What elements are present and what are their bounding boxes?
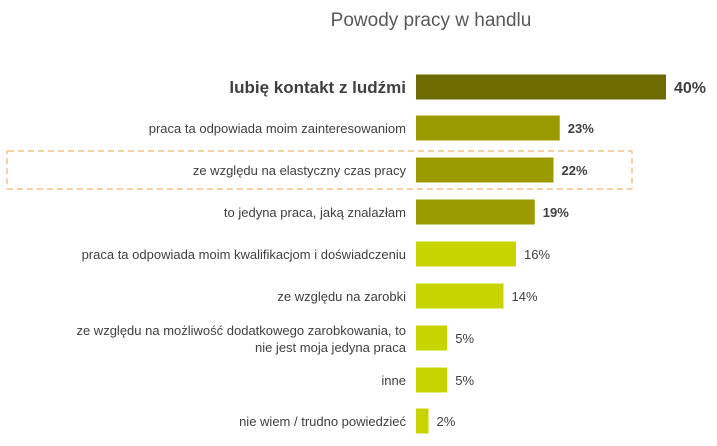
category-label-line: nie jest moja jedyna praca	[255, 340, 407, 355]
category-label: ze względu na elastyczny czas pracy	[193, 163, 407, 178]
category-label: ze względu na zarobki	[277, 289, 406, 304]
data-label: 2%	[437, 414, 456, 429]
data-label: 40%	[674, 80, 706, 97]
bar	[416, 199, 535, 225]
data-label: 16%	[524, 247, 550, 262]
data-label: 5%	[455, 373, 474, 388]
data-label: 14%	[512, 289, 538, 304]
category-label: nie wiem / trudno powiedzieć	[239, 414, 406, 429]
category-label: to jedyna praca, jaką znalazłam	[224, 205, 406, 220]
data-label: 23%	[568, 121, 594, 136]
bar	[416, 115, 560, 141]
bar	[416, 367, 448, 393]
data-label: 22%	[562, 163, 588, 178]
data-label: 5%	[455, 331, 474, 346]
bar	[416, 241, 516, 267]
bar	[416, 157, 554, 183]
data-label: 19%	[543, 205, 569, 220]
category-label: lubię kontakt z ludźmi	[229, 78, 406, 97]
category-label-line: ze względu na możliwość dodatkowego zaro…	[76, 323, 406, 338]
bar	[416, 74, 666, 100]
bar	[416, 283, 504, 309]
category-label: ze względu na możliwość dodatkowego zaro…	[76, 323, 406, 355]
category-label: praca ta odpowiada moim zainteresowaniom	[149, 121, 406, 136]
category-label: praca ta odpowiada moim kwalifikacjom i …	[82, 247, 406, 262]
category-label: inne	[381, 373, 406, 388]
highlight-box	[6, 150, 633, 190]
chart-title: Powody pracy w handlu	[330, 10, 532, 31]
bar	[416, 408, 429, 434]
bar	[416, 325, 448, 351]
